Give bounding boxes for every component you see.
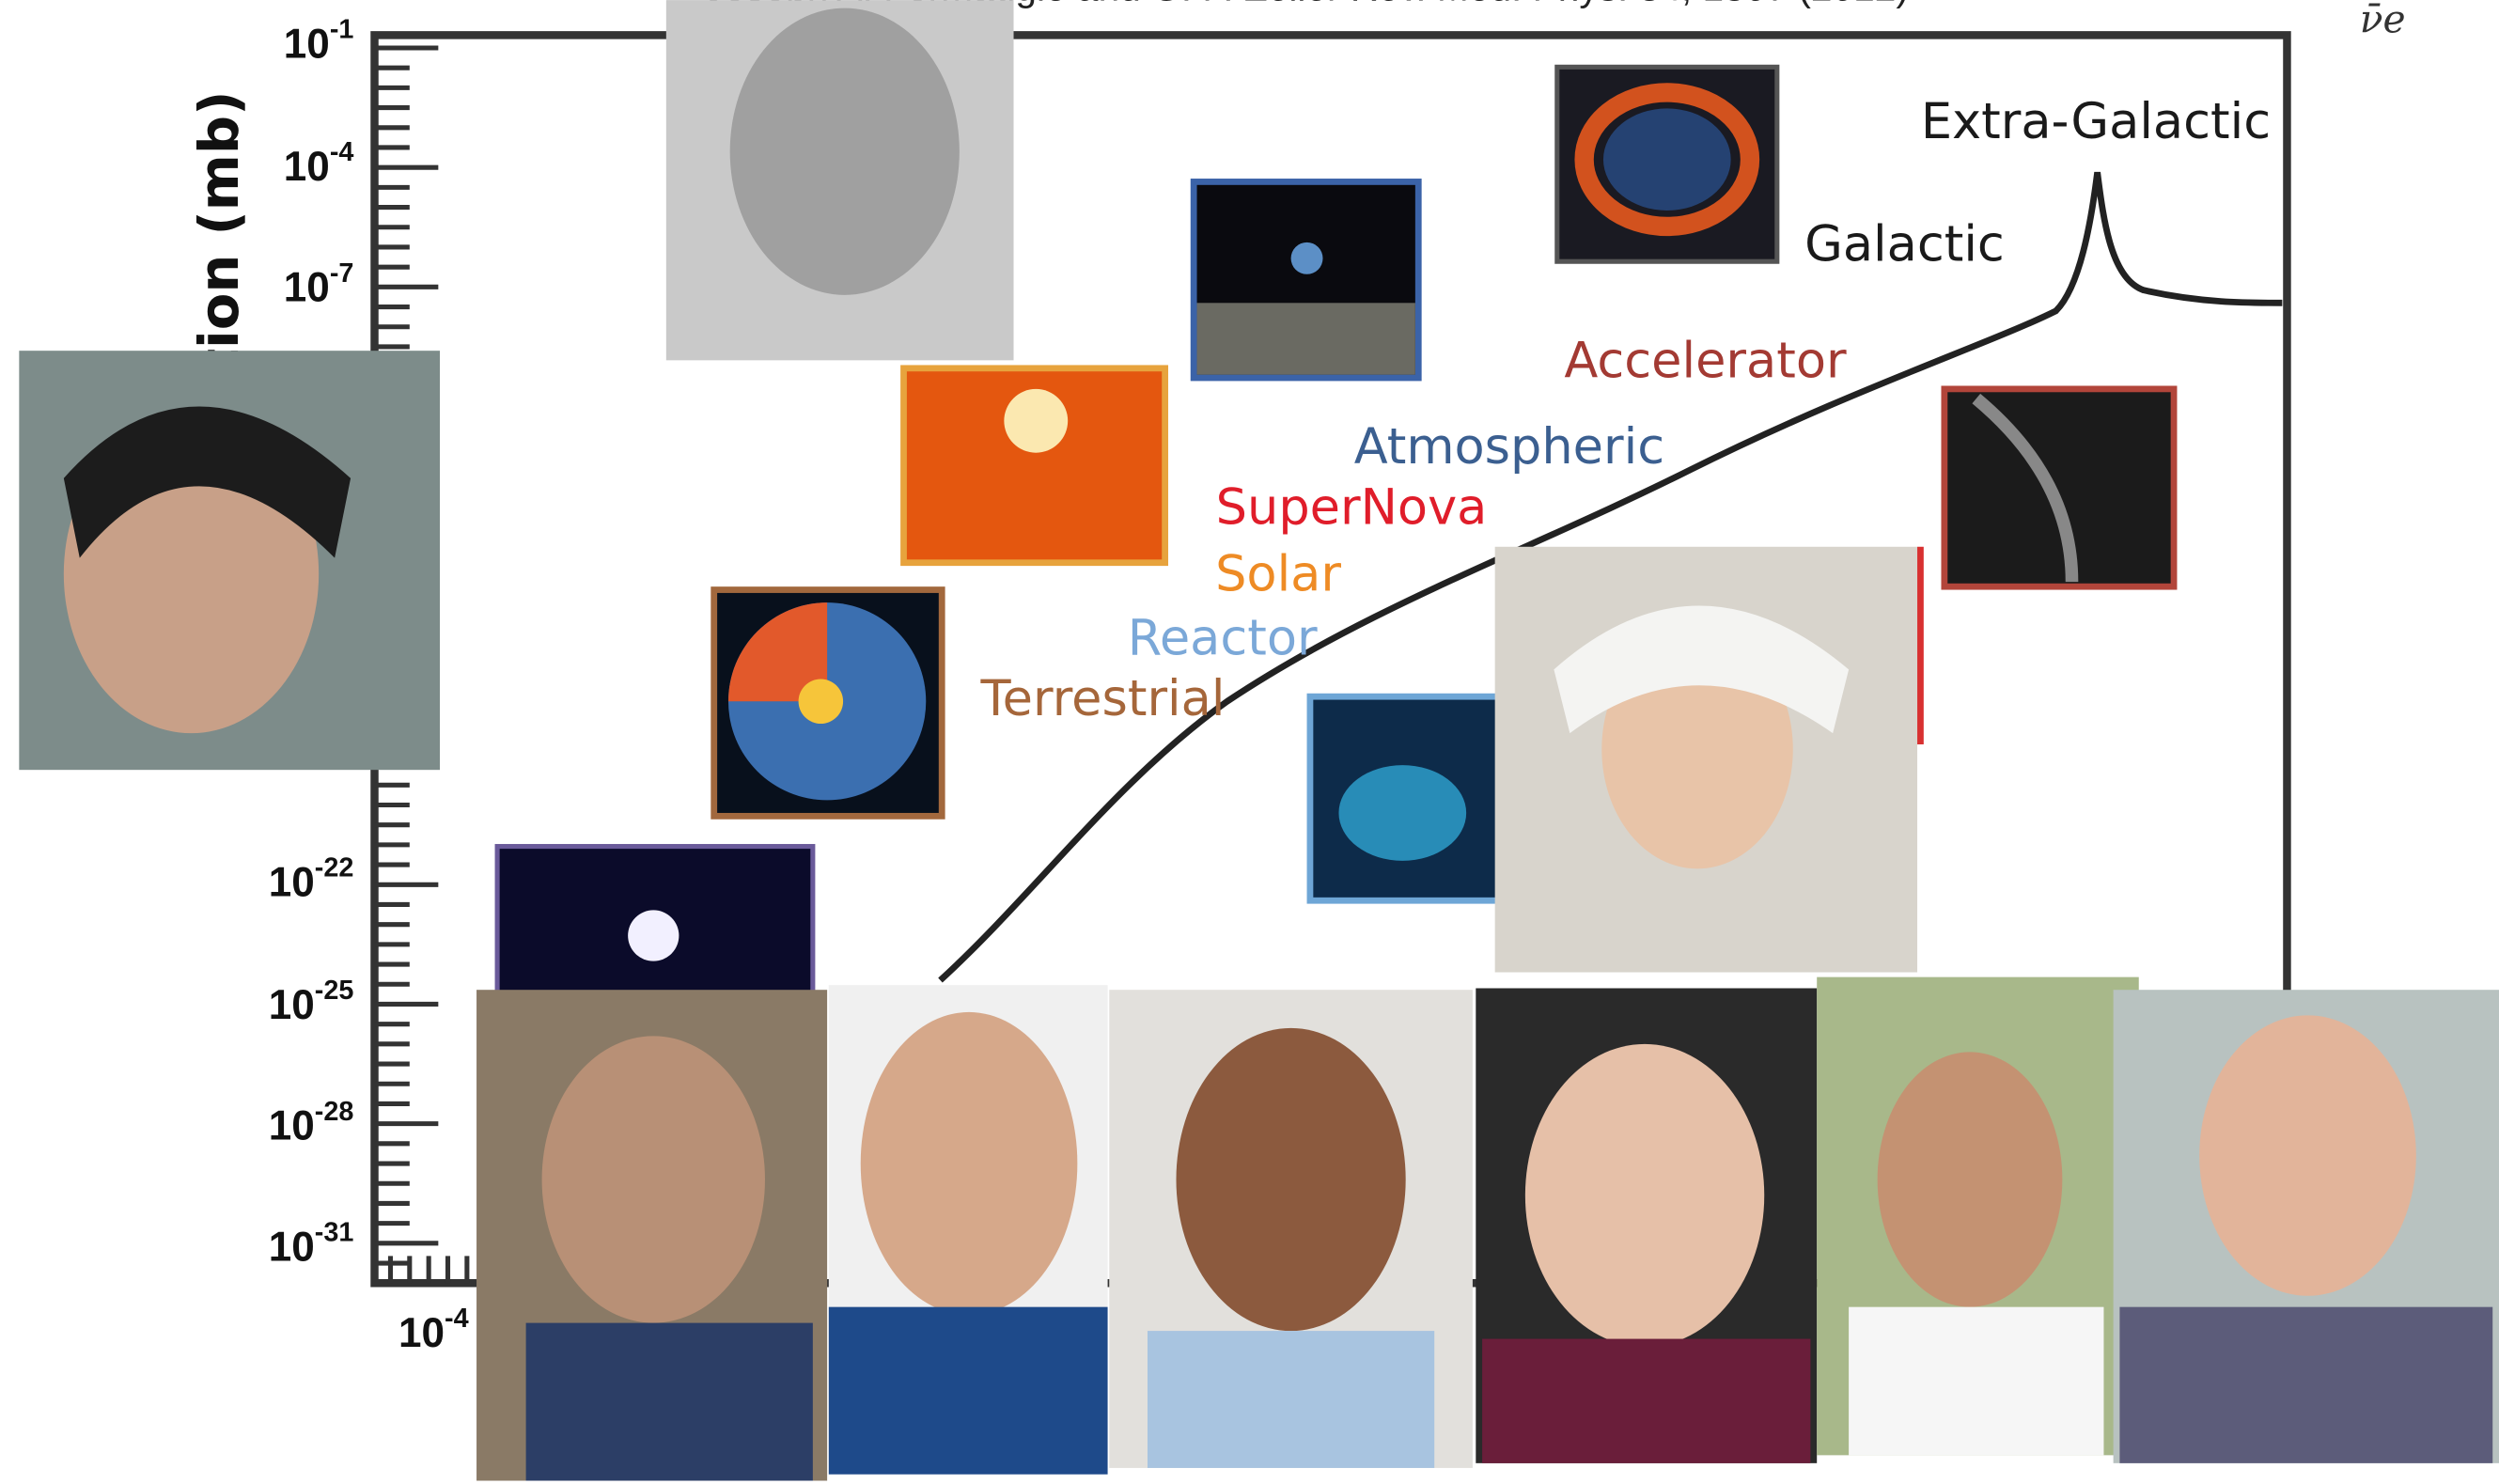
source-label: Accelerator	[1564, 332, 1847, 389]
x-tick-label: 10-4	[398, 1304, 469, 1356]
citation: Joseph A. Formaggio and G. P. Zeller Rev…	[705, 0, 1909, 9]
source-label: Terrestrial	[980, 670, 1226, 727]
y-tick-label: 10-7	[284, 258, 354, 310]
portrait-shirt	[2119, 1306, 2493, 1463]
tick-exponent: -28	[315, 1096, 354, 1126]
tick-exponent: -25	[315, 976, 354, 1006]
portrait-mask	[1554, 605, 1850, 734]
tick-exponent: -7	[330, 258, 354, 288]
source-labels: Extra-Galactic Galactic Accelerator Atmosph…	[980, 93, 2272, 727]
portrait-face	[1176, 1027, 1406, 1332]
earth	[1290, 242, 1323, 274]
source-label: Reactor	[1128, 609, 1318, 666]
tick-base: 10	[284, 264, 330, 310]
tick-base: 10	[269, 981, 315, 1027]
galaxy-ring	[1574, 83, 1760, 237]
portraits	[19, 0, 2499, 1481]
source-label: Solar	[1215, 546, 1341, 603]
tick-base: 10	[269, 859, 315, 905]
tick-base: 10	[269, 1102, 315, 1148]
tick-base: 10	[284, 21, 330, 67]
source-label: Atmospheric	[1354, 418, 1664, 476]
tick-exponent: -4	[330, 137, 354, 167]
y-tick-label: 10-22	[269, 852, 354, 905]
portrait-shirt	[828, 1306, 1108, 1475]
red-edge	[1917, 546, 1924, 745]
y-tick-label: 10-31	[269, 1217, 354, 1270]
neutrino-symbol: ν̄e	[2360, 0, 2406, 41]
y-tick-label: 10-28	[269, 1096, 354, 1148]
portrait-face	[2199, 1015, 2416, 1296]
y-tick-label: 10-4	[284, 137, 354, 190]
tick-base: 10	[269, 1224, 315, 1270]
bigbang-flash	[628, 910, 679, 961]
tick-exponent: -22	[315, 852, 354, 883]
portrait-face	[1524, 1043, 1765, 1348]
portrait-face	[729, 8, 960, 295]
earth-inner-core	[798, 679, 844, 724]
portrait-shirt	[525, 1322, 813, 1481]
y-tick-label: 10-1	[284, 14, 354, 67]
portrait-hair	[63, 406, 351, 558]
portrait-shirt	[1849, 1306, 2104, 1456]
cherenkov-glow	[1338, 765, 1467, 861]
cross-section-curve	[938, 171, 2283, 983]
portrait-shirt	[1482, 1338, 1811, 1463]
portrait-face	[1877, 1052, 2063, 1307]
y-tick-label: 10-25	[269, 976, 354, 1028]
tick-base: 10	[284, 144, 330, 190]
source-label: Galactic	[1804, 216, 2005, 273]
tick-exponent: -31	[315, 1217, 354, 1247]
portrait-face	[860, 1011, 1078, 1316]
moon-surface	[1196, 303, 1415, 375]
accelerator-image	[1941, 385, 2178, 590]
source-label: SuperNova	[1216, 478, 1488, 536]
tick-base: 10	[398, 1310, 445, 1356]
galaxy-core	[1602, 108, 1731, 211]
earth-cut	[727, 602, 828, 702]
source-label: Extra-Galactic	[1921, 93, 2271, 150]
bigbang-image	[494, 844, 816, 996]
tick-exponent: -4	[445, 1304, 469, 1334]
sun	[1004, 388, 1069, 453]
x-tick-labels: 10-4	[398, 1304, 469, 1356]
portrait-face	[541, 1036, 765, 1323]
tick-exponent: -1	[330, 14, 354, 44]
portrait-shirt	[1147, 1331, 1435, 1468]
track	[1972, 393, 2079, 583]
